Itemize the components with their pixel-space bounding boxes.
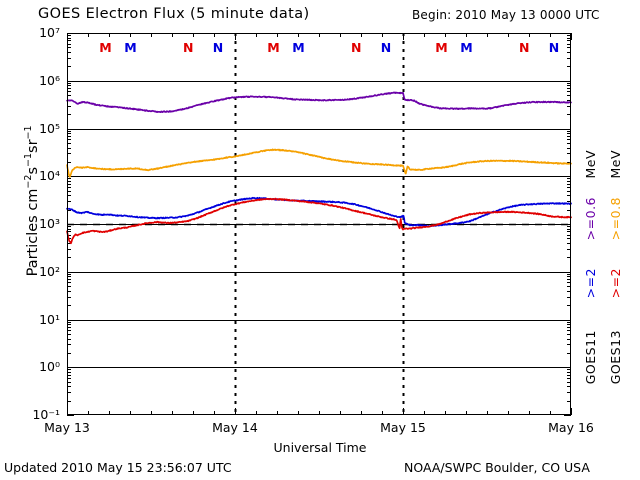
legend-unit: MeV — [608, 150, 623, 179]
x-tick-label: May 13 — [44, 420, 90, 435]
day-marker-m: M — [460, 40, 473, 55]
plot-area — [67, 33, 571, 415]
day-marker-m: M — [292, 40, 305, 55]
y-axis-label: Particles cm−2s−1sr−1 — [23, 125, 41, 277]
x-tick-label: May 15 — [380, 420, 426, 435]
day-marker-n: N — [182, 40, 194, 55]
legend-unit: MeV — [583, 150, 598, 179]
y-tick-label: 10⁻¹ — [32, 407, 60, 422]
legend-satellite: GOES11 — [583, 330, 598, 385]
legend-flux-threshold: >=2 — [608, 268, 623, 299]
legend-energy-threshold: >=0.8 — [608, 197, 623, 241]
y-tick-label: 10² — [39, 263, 60, 279]
day-marker-n: N — [350, 40, 362, 55]
data-source-label: NOAA/SWPC Boulder, CO USA — [404, 460, 590, 475]
y-tick-label: 10⁴ — [39, 168, 60, 184]
day-marker-n: N — [212, 40, 224, 55]
y-tick-label: 10⁵ — [39, 120, 60, 136]
y-tick-label: 10⁷ — [39, 25, 60, 40]
day-marker-n: N — [548, 40, 560, 55]
day-marker-n: N — [380, 40, 392, 55]
y-tick-label: 10³ — [39, 216, 60, 231]
y-tick-label: 10⁰ — [39, 359, 60, 375]
day-marker-m: M — [267, 40, 280, 55]
legend-satellite: GOES13 — [608, 330, 623, 385]
day-marker-m: M — [435, 40, 448, 55]
day-marker-m: M — [99, 40, 112, 55]
x-tick-label: May 16 — [548, 420, 594, 435]
updated-timestamp: Updated 2010 May 15 23:56:07 UTC — [4, 460, 232, 475]
legend-energy-threshold: >=0.6 — [583, 197, 598, 241]
x-axis-label: Universal Time — [273, 440, 367, 455]
day-marker-m: M — [124, 40, 137, 55]
day-marker-n: N — [518, 40, 530, 55]
chart-title: GOES Electron Flux (5 minute data) — [38, 6, 310, 22]
begin-time-label: Begin: 2010 May 13 0000 UTC — [412, 8, 600, 22]
x-tick-label: May 14 — [212, 420, 258, 435]
y-tick-label: 10¹ — [39, 311, 60, 327]
y-tick-label: 10⁶ — [39, 72, 60, 88]
legend-flux-threshold: >=2 — [583, 268, 598, 299]
